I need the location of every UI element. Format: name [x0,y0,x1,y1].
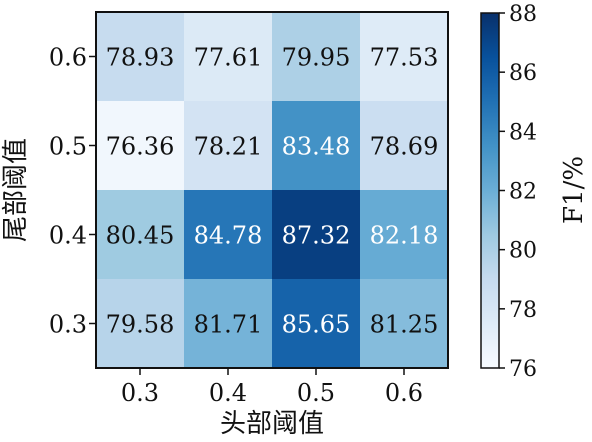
heatmap-cell [272,12,361,102]
heatmap-cell [360,279,449,369]
cell-value-label: 84.78 [194,222,263,250]
colorbar-tick-label: 82 [509,180,537,205]
cell-value-label: 82.18 [370,222,439,250]
heatmap-cell-labels: 78.93 77.61 79.95 77.53 76.36 78.21 83.48 78.69… [106,44,439,339]
cell-value-label: 76.36 [106,133,175,161]
cell-value-label: 77.61 [194,44,263,72]
y-tick-label: 0.6 [49,44,87,72]
cell-value-label: 83.48 [282,133,351,161]
x-tick-label: 0.6 [385,379,423,407]
colorbar-tick-label: 80 [509,239,537,264]
x-axis-ticks: 0.3 0.4 0.5 0.6 [121,368,423,407]
colorbar-tick-label: 76 [509,357,537,382]
colorbar-tick-label: 86 [509,61,537,86]
colorbar-ticks: 76 78 80 82 84 86 88 [499,2,537,382]
heatmap-cell [272,279,361,369]
heatmap-cell [96,101,185,191]
y-tick-label: 0.5 [49,133,87,161]
heatmap-cell [272,190,361,280]
cell-value-label: 78.93 [106,44,175,72]
colorbar-tick-label: 78 [509,298,537,323]
x-tick-label: 0.4 [209,379,247,407]
colorbar [480,12,500,369]
heatmap-cell [96,190,185,280]
colorbar-tick-label: 88 [509,2,537,27]
x-tick-label: 0.5 [297,379,335,407]
heatmap-cell [184,190,273,280]
cell-value-label: 81.25 [370,311,439,339]
heatmap-cell [96,12,185,102]
heatmap-cell [360,12,449,102]
colorbar-tick-label: 84 [509,120,537,145]
heatmap-cell [184,101,273,191]
heatmap-cell [184,12,273,102]
x-axis-title: 头部阈值 [220,409,324,439]
plot-frame [95,11,449,369]
cell-value-label: 80.45 [106,222,175,250]
y-axis-ticks: 0.6 0.5 0.4 0.3 [49,44,96,339]
cell-value-label: 78.69 [370,133,439,161]
cell-value-label: 81.71 [194,311,263,339]
colorbar-title: F1/% [559,156,589,224]
heatmap-cell [360,190,449,280]
y-tick-label: 0.4 [49,222,87,250]
cell-value-label: 78.21 [194,133,263,161]
heatmap-cell [360,101,449,191]
y-axis-title: 尾部阈值 [1,138,31,242]
heatmap-cell [272,101,361,191]
heatmap-cell [184,279,273,369]
x-tick-label: 0.3 [121,379,159,407]
heatmap-cells [96,12,449,369]
cell-value-label: 79.58 [106,311,175,339]
heatmap-cell [96,279,185,369]
cell-value-label: 79.95 [282,44,351,72]
cell-value-label: 77.53 [370,44,439,72]
cell-value-label: 87.32 [282,222,351,250]
cell-value-label: 85.65 [282,311,351,339]
y-tick-label: 0.3 [49,311,87,339]
